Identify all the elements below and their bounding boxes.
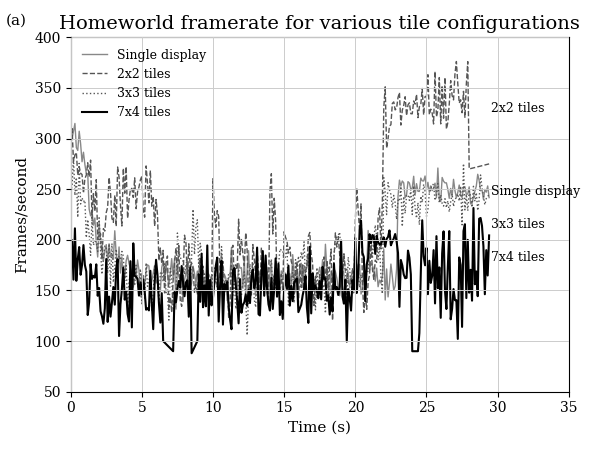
Single display [485, 195, 493, 200]
2x2 tiles [417, 102, 424, 107]
Line: 7x4 tiles: 7x4 tiles [71, 208, 489, 353]
Single display [419, 178, 426, 184]
3x3 tiles [67, 189, 74, 195]
Single display [172, 306, 179, 312]
Line: Single display: Single display [71, 123, 489, 309]
3x3 tiles [276, 246, 283, 252]
Text: 2x2 tiles: 2x2 tiles [491, 102, 544, 115]
Title: Homeworld framerate for various tile configurations: Homeworld framerate for various tile con… [59, 15, 580, 33]
3x3 tiles [302, 279, 309, 285]
7x4 tiles [485, 233, 493, 238]
7x4 tiles [470, 205, 477, 211]
2x2 tiles [122, 164, 130, 169]
3x3 tiles [244, 333, 251, 338]
X-axis label: Time (s): Time (s) [288, 421, 351, 435]
Text: (a): (a) [6, 14, 27, 27]
Text: 3x3 tiles: 3x3 tiles [491, 218, 544, 231]
3x3 tiles [419, 200, 426, 205]
Text: Single display: Single display [491, 185, 580, 198]
Legend: Single display, 2x2 tiles, 3x3 tiles, 7x4 tiles: Single display, 2x2 tiles, 3x3 tiles, 7x… [77, 44, 211, 124]
2x2 tiles [329, 318, 336, 323]
3x3 tiles [259, 273, 266, 279]
3x3 tiles [124, 303, 131, 308]
Single display [71, 121, 79, 126]
Single display [259, 256, 266, 261]
Single display [124, 252, 131, 258]
2x2 tiles [274, 281, 281, 287]
2x2 tiles [412, 101, 419, 107]
2x2 tiles [256, 288, 263, 294]
7x4 tiles [417, 270, 424, 275]
3x3 tiles [413, 216, 420, 221]
Line: 2x2 tiles: 2x2 tiles [71, 62, 489, 320]
2x2 tiles [453, 59, 460, 64]
7x4 tiles [122, 288, 130, 293]
Single display [276, 291, 283, 296]
Text: 7x4 tiles: 7x4 tiles [491, 251, 544, 264]
7x4 tiles [412, 348, 419, 354]
7x4 tiles [258, 274, 265, 279]
3x3 tiles [485, 191, 493, 197]
Single display [413, 181, 420, 186]
Line: 3x3 tiles: 3x3 tiles [71, 157, 489, 335]
Single display [302, 270, 309, 275]
Single display [67, 125, 74, 130]
2x2 tiles [485, 161, 493, 166]
7x4 tiles [275, 261, 282, 266]
7x4 tiles [188, 351, 195, 356]
2x2 tiles [299, 262, 306, 268]
2x2 tiles [67, 142, 74, 147]
3x3 tiles [70, 154, 77, 160]
7x4 tiles [301, 286, 308, 292]
7x4 tiles [67, 269, 74, 274]
Y-axis label: Frames/second: Frames/second [15, 156, 29, 273]
